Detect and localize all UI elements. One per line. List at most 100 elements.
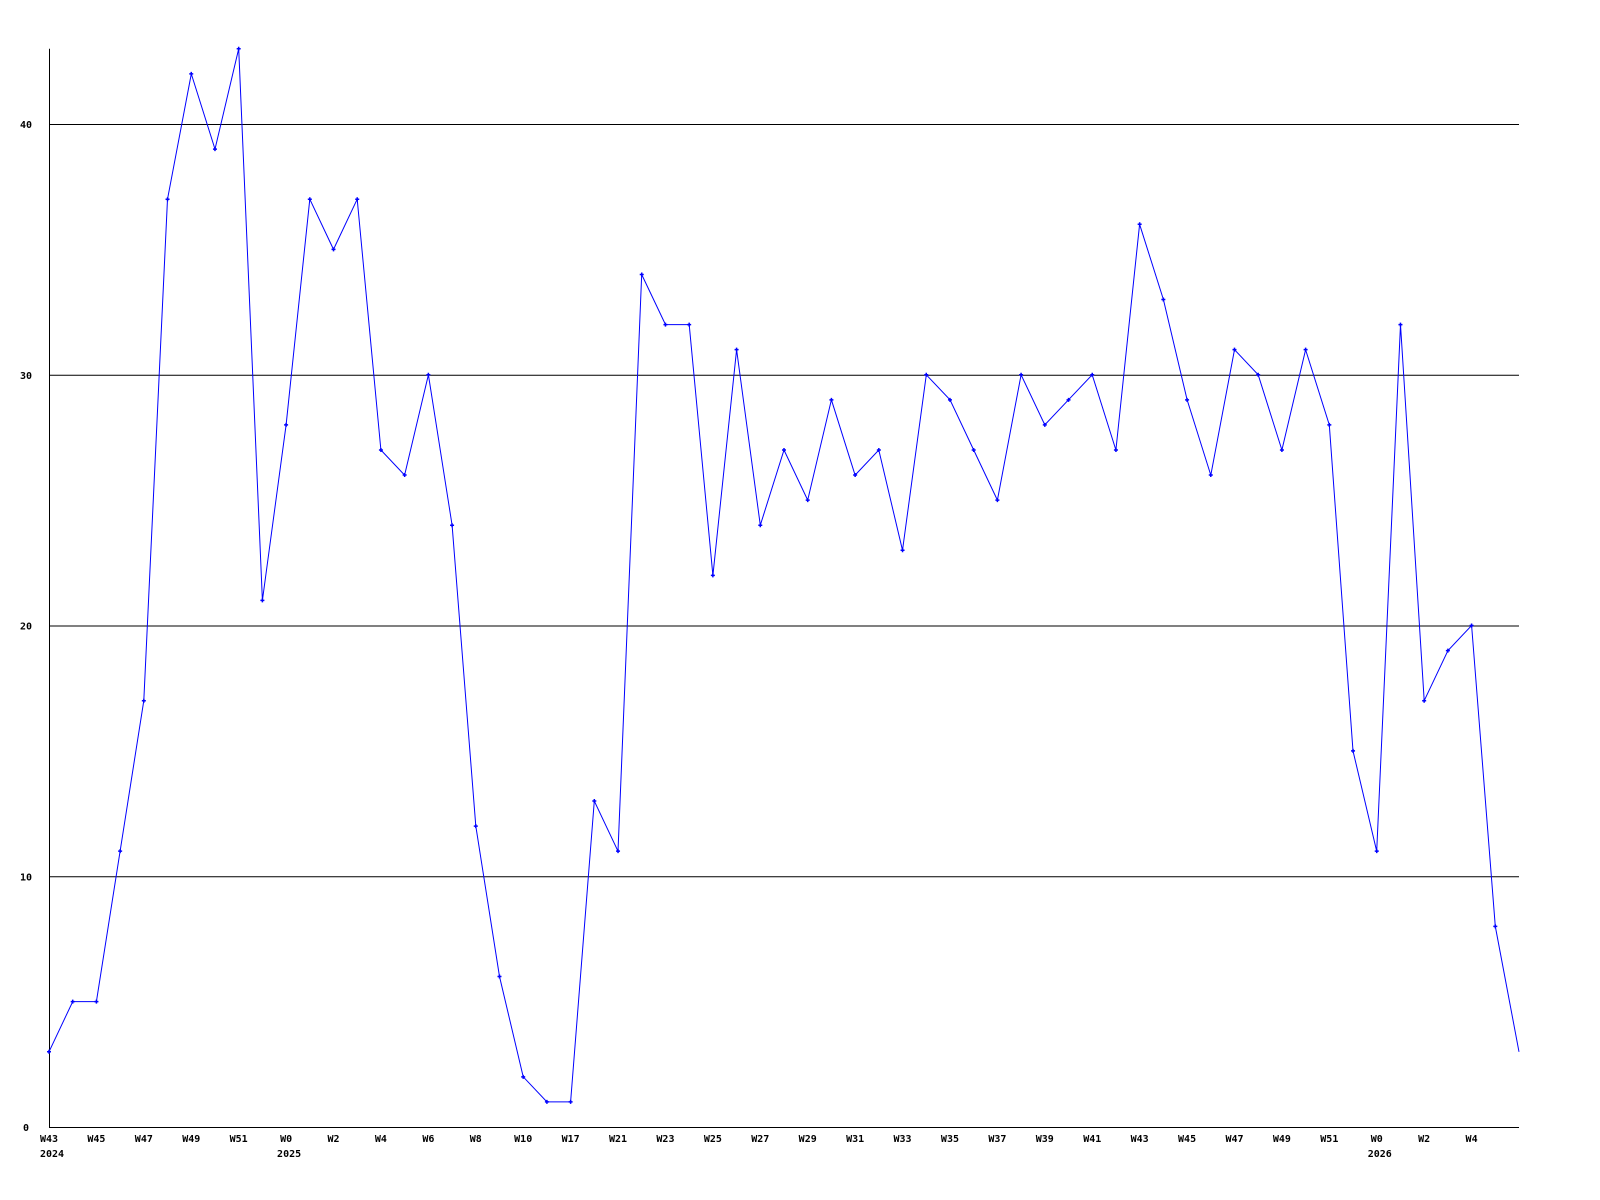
x-tick-label: W39	[1036, 1134, 1054, 1145]
x-tick-label: W27	[751, 1134, 769, 1145]
y-tick-label: 30	[20, 371, 32, 382]
x-tick-label: W23	[656, 1134, 674, 1145]
y-tick-labels: 0 10 20 30 40	[20, 120, 32, 1134]
data-point	[971, 447, 976, 452]
y-tick-label: 0	[23, 1123, 29, 1134]
x-tick-label: W4	[1466, 1134, 1478, 1145]
x-tick-label: W43	[40, 1134, 58, 1145]
y-tick-label: 20	[20, 622, 32, 633]
y-tick-label: 10	[20, 872, 32, 883]
data-point	[829, 397, 834, 402]
data-point	[212, 147, 217, 152]
data-point	[236, 46, 241, 51]
x-tick-label: W51	[230, 1134, 248, 1145]
data-point	[1019, 372, 1024, 377]
data-point	[1303, 347, 1308, 352]
data-point	[473, 824, 478, 829]
data-point	[426, 372, 431, 377]
data-point	[1469, 623, 1474, 628]
data-point	[497, 974, 502, 979]
data-point	[47, 1049, 51, 1054]
data-point	[450, 523, 455, 528]
x-tick-label: W41	[1083, 1134, 1101, 1145]
x-year-label: 2025	[277, 1149, 301, 1160]
x-tick-label: W4	[375, 1134, 387, 1145]
x-tick-label: W33	[894, 1134, 912, 1145]
x-tick-label: W0	[1371, 1134, 1383, 1145]
data-point	[331, 247, 336, 252]
data-point	[1090, 372, 1095, 377]
data-point	[165, 197, 170, 202]
data-point	[1161, 297, 1166, 302]
data-point	[260, 598, 265, 603]
data-point	[1137, 222, 1142, 227]
series-line	[47, 46, 1520, 1104]
x-tick-label: W25	[704, 1134, 722, 1145]
data-point	[616, 849, 621, 854]
x-tick-label: W10	[514, 1134, 532, 1145]
data-point	[94, 999, 99, 1004]
x-tick-label: W17	[562, 1134, 580, 1145]
data-point	[1066, 397, 1071, 402]
x-tick-label: W8	[470, 1134, 482, 1145]
x-year-label: 2024	[40, 1149, 64, 1160]
data-point	[1208, 473, 1213, 478]
x-tick-label: W31	[846, 1134, 864, 1145]
data-point	[1351, 748, 1356, 753]
axes	[49, 48, 1519, 1128]
data-point	[805, 498, 810, 503]
data-point	[734, 347, 739, 352]
data-point	[1374, 849, 1379, 854]
y-tick-label: 40	[20, 120, 32, 131]
x-tick-label: W47	[135, 1134, 153, 1145]
data-point	[189, 71, 194, 76]
x-tick-label: W2	[1418, 1134, 1430, 1145]
data-point	[782, 447, 786, 452]
data-point	[924, 372, 929, 377]
data-point	[141, 698, 146, 703]
data-point	[900, 548, 905, 553]
data-point	[284, 422, 289, 427]
data-point	[995, 498, 1000, 503]
data-point	[568, 1099, 573, 1104]
data-point	[70, 999, 75, 1004]
data-point	[1279, 447, 1284, 452]
data-point	[1113, 447, 1118, 452]
data-point	[758, 523, 763, 528]
data-point	[118, 849, 123, 854]
data-point	[1232, 347, 1237, 352]
x-year-label: 2026	[1368, 1149, 1392, 1160]
data-point	[947, 397, 952, 402]
data-point	[1042, 422, 1047, 427]
data-line	[48, 48, 1520, 1103]
x-tick-label: W47	[1225, 1134, 1243, 1145]
data-point	[355, 197, 360, 202]
x-tick-label: W0	[280, 1134, 292, 1145]
data-point	[710, 573, 715, 578]
data-point	[1398, 322, 1403, 327]
x-tick-label: W45	[87, 1134, 105, 1145]
gridlines	[49, 124, 1519, 878]
data-point	[1445, 648, 1450, 653]
data-point	[592, 799, 597, 804]
data-point	[544, 1099, 549, 1104]
x-tick-label: W49	[182, 1134, 200, 1145]
data-point	[876, 447, 881, 452]
data-point	[402, 473, 407, 478]
data-point	[378, 447, 383, 452]
data-point	[521, 1074, 526, 1079]
data-point	[663, 322, 668, 327]
data-point	[639, 272, 644, 277]
x-tick-label: W6	[422, 1134, 434, 1145]
x-tick-label: W35	[941, 1134, 959, 1145]
x-tick-label: W2	[327, 1134, 339, 1145]
x-tick-labels: W43 W45 W47 W49 W51 W0 W2 W4 W6 W8 W10 W17 W21 W23 W25…	[40, 1134, 1478, 1160]
x-tick-label: W29	[799, 1134, 817, 1145]
x-tick-label: W43	[1131, 1134, 1149, 1145]
data-point	[853, 473, 858, 478]
data-point	[687, 322, 692, 327]
data-point	[1327, 422, 1332, 427]
x-tick-label: W49	[1273, 1134, 1291, 1145]
data-point	[1422, 698, 1427, 703]
